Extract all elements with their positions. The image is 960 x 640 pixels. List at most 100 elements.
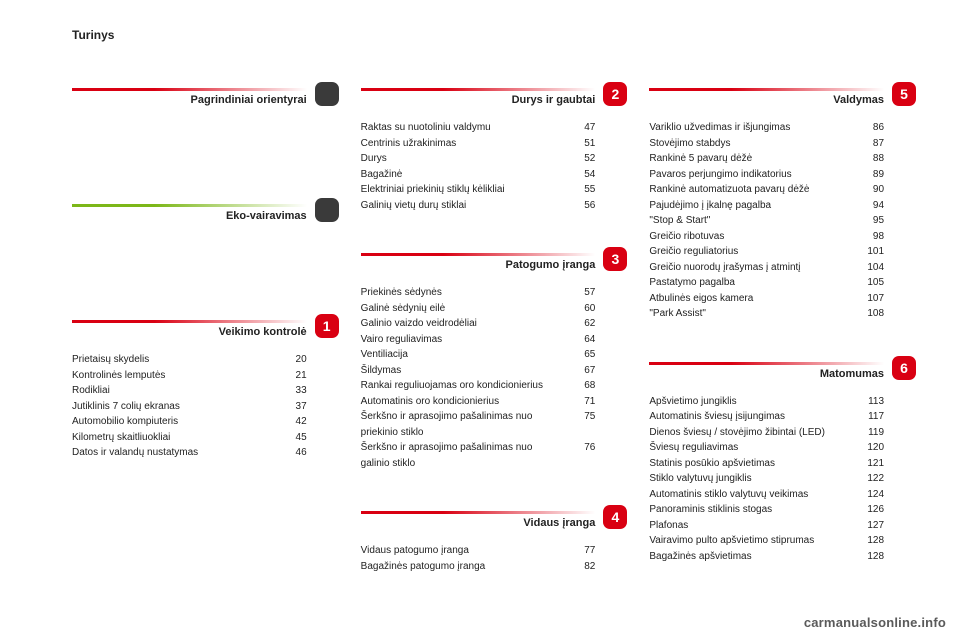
toc-page: 45	[279, 430, 307, 446]
toc-page: 60	[567, 301, 595, 317]
section-chip: 5	[892, 82, 916, 106]
toc-row: Šildymas67	[361, 363, 596, 379]
toc-row: Šviesų reguliavimas120	[649, 440, 884, 456]
toc-label: Galinė sėdynių eilė	[361, 301, 568, 317]
toc-label: "Park Assist"	[649, 306, 856, 322]
toc-page: 104	[856, 260, 884, 276]
toc-row: Rodikliai33	[72, 383, 307, 399]
toc-label: Apšvietimo jungiklis	[649, 394, 856, 410]
toc-row: Plafonas127	[649, 518, 884, 534]
toc-label: Bagažinės patogumo įranga	[361, 559, 568, 575]
toc-label: Automobilio kompiuteris	[72, 414, 279, 430]
toc-row: Vairavimo pulto apšvietimo stiprumas128	[649, 533, 884, 549]
toc-page: 65	[567, 347, 595, 363]
toc-page: 122	[856, 471, 884, 487]
toc-label: Ventiliacija	[361, 347, 568, 363]
toc-page: 42	[279, 414, 307, 430]
section-title: Pagrindiniai orientyrai	[191, 94, 307, 106]
toc-page: 47	[567, 120, 595, 136]
toc-label: Šerkšno ir aprasojimo pašalinimas nuo ga…	[361, 440, 568, 471]
section-rule	[361, 253, 596, 256]
section-rule	[72, 320, 307, 323]
toc-row: Stiklo valytuvų jungiklis122	[649, 471, 884, 487]
toc-label: Panoraminis stiklinis stogas	[649, 502, 856, 518]
toc-row: "Stop & Start"95	[649, 213, 884, 229]
toc-row: Šerkšno ir aprasojimo pašalinimas nuo ga…	[361, 440, 596, 471]
toc-label: Bagažinė	[361, 167, 568, 183]
toc-label: Variklio užvedimas ir išjungimas	[649, 120, 856, 136]
toc-row: Kontrolinės lemputės21	[72, 368, 307, 384]
toc-page: 56	[567, 198, 595, 214]
toc-label: Rankinė automatizuota pavarų dėžė	[649, 182, 856, 198]
toc-page: 67	[567, 363, 595, 379]
section-title: Veikimo kontrolė	[219, 326, 307, 338]
toc-page: 88	[856, 151, 884, 167]
toc-label: "Stop & Start"	[649, 213, 856, 229]
toc-page: 55	[567, 182, 595, 198]
toc-label: Galinio vaizdo veidrodėliai	[361, 316, 568, 332]
toc-row: Variklio užvedimas ir išjungimas86	[649, 120, 884, 136]
toc-label: Bagažinės apšvietimas	[649, 549, 856, 565]
toc-page: 33	[279, 383, 307, 399]
toc-page: 75	[567, 409, 595, 425]
toc-section: Eko-vairavimas•	[72, 198, 339, 226]
toc-row: Greičio reguliatorius101	[649, 244, 884, 260]
section-header: Veikimo kontrolė1	[72, 314, 339, 342]
toc-label: Pajudėjimo į įkalnę pagalba	[649, 198, 856, 214]
toc-page: 68	[567, 378, 595, 394]
toc-label: Elektriniai priekinių stiklų kėlikliai	[361, 182, 568, 198]
toc-page: 52	[567, 151, 595, 167]
toc-row: Bagažinės apšvietimas128	[649, 549, 884, 565]
section-header: Patogumo įranga3	[361, 247, 628, 275]
section-title: Durys ir gaubtai	[512, 94, 596, 106]
section-title: Vidaus įranga	[523, 517, 595, 529]
section-rule	[649, 362, 884, 365]
toc-page: 90	[856, 182, 884, 198]
toc-row: Stovėjimo stabdys87	[649, 136, 884, 152]
section-rule	[361, 88, 596, 91]
toc-row: Bagažinė54	[361, 167, 596, 183]
toc-page: 117	[856, 409, 884, 425]
section-rule	[72, 204, 307, 207]
toc-row: Durys52	[361, 151, 596, 167]
toc-row: Pavaros perjungimo indikatorius89	[649, 167, 884, 183]
toc-page: 107	[856, 291, 884, 307]
toc-row: Apšvietimo jungiklis113	[649, 394, 884, 410]
toc-page: 128	[856, 533, 884, 549]
section-header: Matomumas6	[649, 356, 916, 384]
toc-page: 128	[856, 549, 884, 565]
toc-row: Greičio nuorodų įrašymas į atmintį104	[649, 260, 884, 276]
section-items: Priekinės sėdynės57Galinė sėdynių eilė60…	[361, 285, 628, 471]
toc-row: Jutiklinis 7 colių ekranas37	[72, 399, 307, 415]
section-header: Vidaus įranga 4	[361, 505, 628, 533]
toc-page: 121	[856, 456, 884, 472]
toc-label: Rankai reguliuojamas oro kondicionierius	[361, 378, 568, 394]
toc-row: Kilometrų skaitliuokliai45	[72, 430, 307, 446]
section-header: Eko-vairavimas•	[72, 198, 339, 226]
section-title: Eko-vairavimas	[226, 210, 307, 222]
toc-label: Galinių vietų durų stiklai	[361, 198, 568, 214]
toc-label: Datos ir valandų nustatymas	[72, 445, 279, 461]
section-rule	[72, 88, 307, 91]
toc-row: Pajudėjimo į įkalnę pagalba94	[649, 198, 884, 214]
toc-page: 89	[856, 167, 884, 183]
toc-page: 126	[856, 502, 884, 518]
toc-row: Prietaisų skydelis20	[72, 352, 307, 368]
toc-page: 95	[856, 213, 884, 229]
toc-row: Centrinis užrakinimas51	[361, 136, 596, 152]
page: Turinys Pagrindiniai orientyrai•Eko-vair…	[0, 0, 960, 640]
toc-row: Pastatymo pagalba105	[649, 275, 884, 291]
toc-page: 108	[856, 306, 884, 322]
toc-page: 86	[856, 120, 884, 136]
section-chip: 4	[603, 505, 627, 529]
section-items: Variklio užvedimas ir išjungimas86Stovėj…	[649, 120, 916, 322]
toc-label: Šerkšno ir aprasojimo pašalinimas nuo pr…	[361, 409, 568, 440]
toc-label: Šildymas	[361, 363, 568, 379]
toc-section: Pagrindiniai orientyrai•	[72, 82, 339, 110]
toc-row: Vairo reguliavimas64	[361, 332, 596, 348]
toc-page: 46	[279, 445, 307, 461]
toc-page: 119	[856, 425, 884, 441]
column: Pagrindiniai orientyrai• Eko-vairavimas• V…	[72, 82, 339, 608]
toc-page: 64	[567, 332, 595, 348]
toc-row: Rankinė 5 pavarų dėžė88	[649, 151, 884, 167]
